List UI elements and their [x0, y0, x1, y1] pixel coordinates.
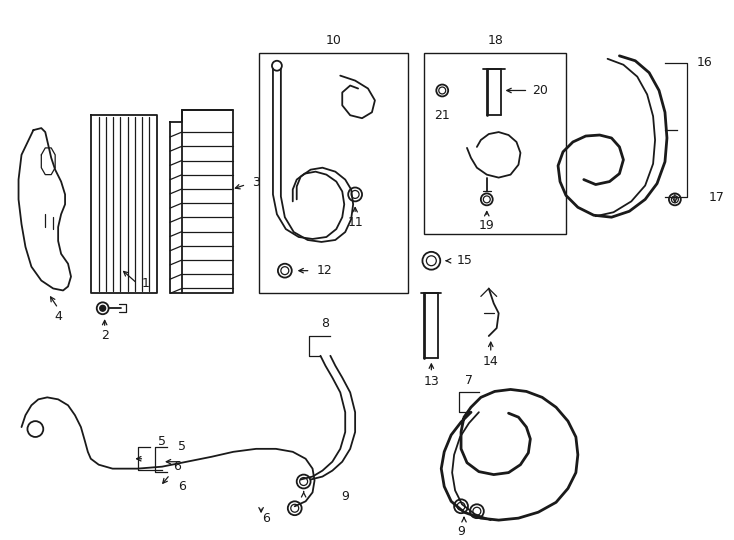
Text: 5: 5 — [158, 435, 166, 448]
Text: 15: 15 — [457, 254, 473, 267]
Text: 20: 20 — [532, 84, 548, 97]
Text: 3: 3 — [252, 176, 260, 189]
Text: 11: 11 — [347, 215, 363, 228]
Text: 12: 12 — [316, 264, 333, 277]
Text: 8: 8 — [321, 316, 330, 329]
Text: 5: 5 — [178, 440, 186, 454]
Text: 9: 9 — [341, 490, 349, 503]
Text: 13: 13 — [424, 375, 439, 388]
Text: 9: 9 — [457, 524, 465, 537]
Text: 16: 16 — [697, 56, 713, 69]
Text: 2: 2 — [101, 329, 109, 342]
Text: 6: 6 — [262, 511, 270, 525]
Text: 17: 17 — [708, 191, 724, 204]
Text: 14: 14 — [483, 355, 498, 368]
Text: 10: 10 — [325, 35, 341, 48]
Text: 4: 4 — [54, 310, 62, 323]
Circle shape — [100, 305, 106, 311]
Text: 18: 18 — [488, 35, 504, 48]
Bar — [424, 53, 566, 234]
Text: 1: 1 — [142, 277, 149, 290]
Text: 19: 19 — [479, 219, 495, 232]
Text: 7: 7 — [465, 374, 473, 387]
Text: 21: 21 — [435, 109, 450, 122]
Text: 6: 6 — [178, 480, 186, 493]
Bar — [259, 53, 407, 293]
Text: 6: 6 — [173, 460, 181, 473]
